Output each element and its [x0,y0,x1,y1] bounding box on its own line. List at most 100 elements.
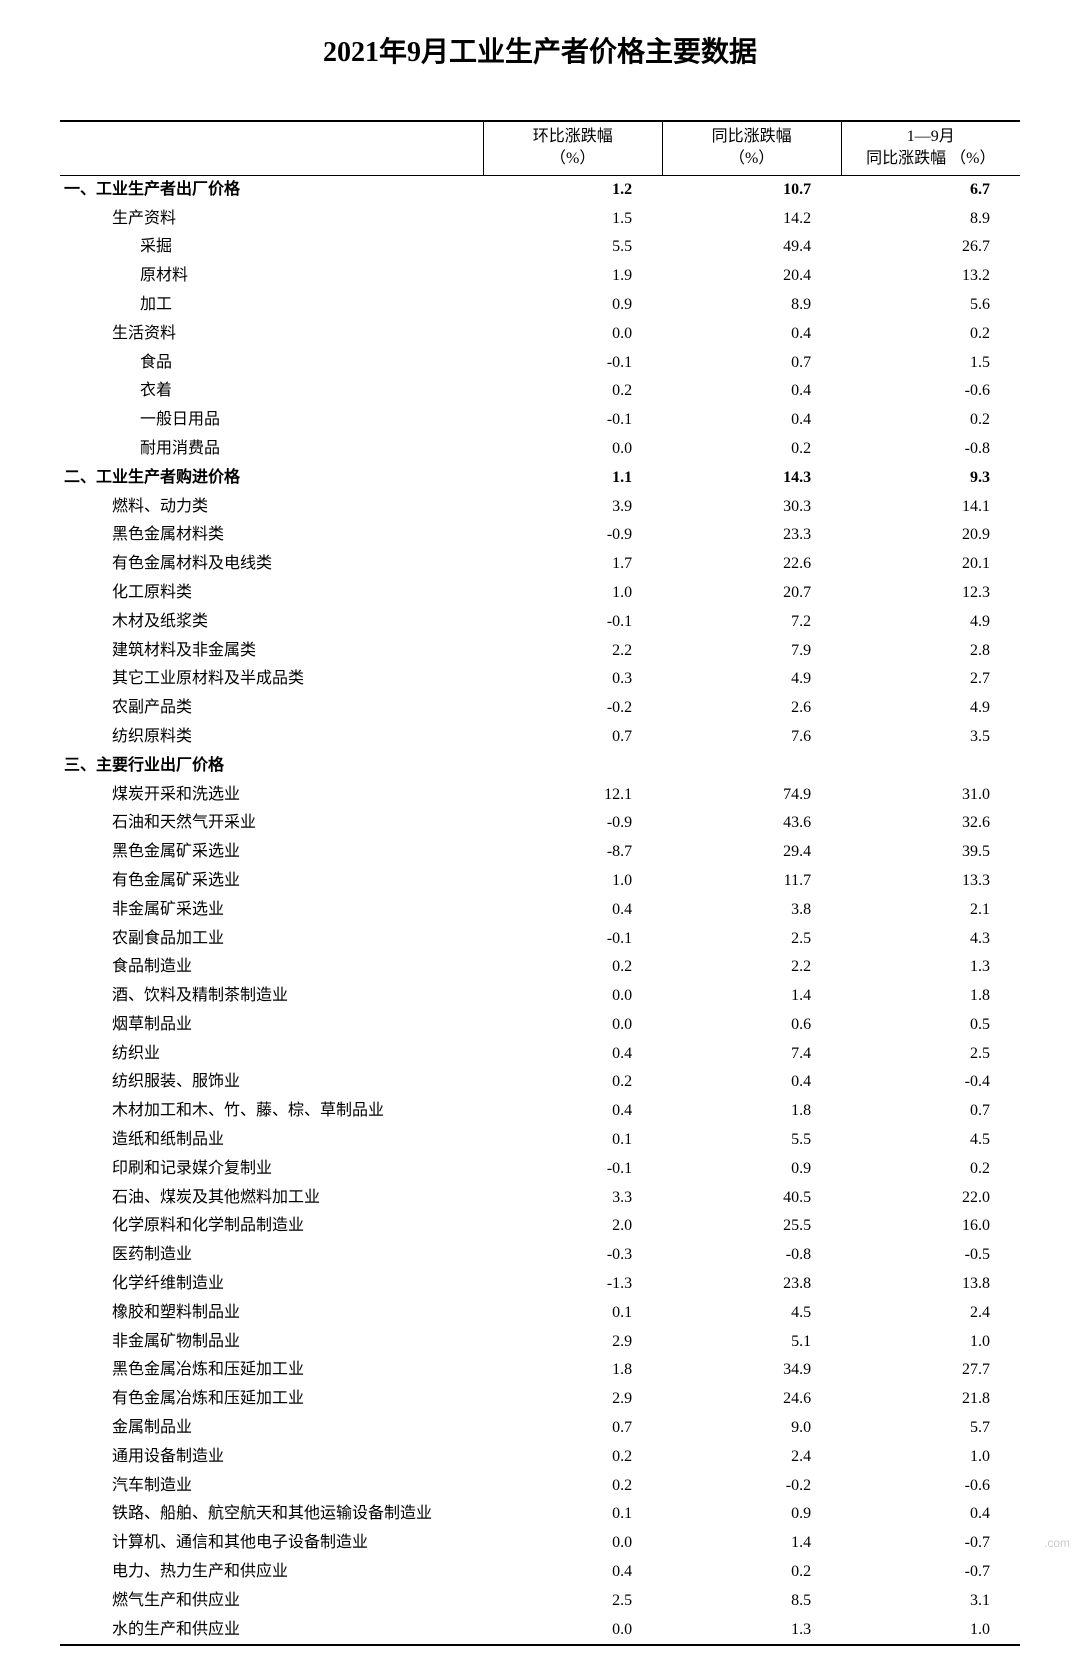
row-value: 1.3 [662,1616,841,1646]
table-row: 燃气生产和供应业2.58.53.1 [60,1587,1020,1616]
table-row: 黑色金属冶炼和压延加工业1.834.927.7 [60,1356,1020,1385]
row-value: 13.8 [841,1270,1020,1299]
row-value: 23.3 [662,521,841,550]
row-label: 煤炭开采和洗选业 [60,781,483,810]
col-header-yoy-l2: （%） [729,150,774,167]
row-value: 14.3 [662,464,841,493]
row-value: 0.2 [483,953,662,982]
table-body: 一、工业生产者出厂价格1.210.76.7生产资料1.514.28.9采掘5.5… [60,175,1020,1645]
row-label: 农副产品类 [60,694,483,723]
row-value [841,752,1020,781]
table-row: 有色金属矿采选业1.011.713.3 [60,867,1020,896]
row-label: 生活资料 [60,320,483,349]
row-value: 21.8 [841,1385,1020,1414]
row-value: 2.4 [841,1299,1020,1328]
table-row: 农副产品类-0.22.64.9 [60,694,1020,723]
row-value: -0.1 [483,406,662,435]
table-row: 生活资料0.00.40.2 [60,320,1020,349]
table-row: 农副食品加工业-0.12.54.3 [60,925,1020,954]
row-value: 27.7 [841,1356,1020,1385]
col-header-ytd-l2: 同比涨跌幅 （%） [866,150,995,167]
row-value: 0.0 [483,1011,662,1040]
row-value: 0.2 [841,1155,1020,1184]
row-label: 电力、热力生产和供应业 [60,1558,483,1587]
table-row: 橡胶和塑料制品业0.14.52.4 [60,1299,1020,1328]
data-table: 环比涨跌幅 （%） 同比涨跌幅 （%） 1—9月 同比涨跌幅 （%） 一、工业生… [60,120,1020,1646]
row-value: 20.7 [662,579,841,608]
row-value: 0.2 [662,1558,841,1587]
row-value: 1.2 [483,175,662,204]
row-value: 4.3 [841,925,1020,954]
row-label: 石油、煤炭及其他燃料加工业 [60,1184,483,1213]
table-row: 纺织服装、服饰业0.20.4-0.4 [60,1068,1020,1097]
table-row: 有色金属冶炼和压延加工业2.924.621.8 [60,1385,1020,1414]
row-label: 化工原料类 [60,579,483,608]
row-value: 2.4 [662,1443,841,1472]
row-label: 食品制造业 [60,953,483,982]
row-value: 40.5 [662,1184,841,1213]
table-row: 石油、煤炭及其他燃料加工业3.340.522.0 [60,1184,1020,1213]
row-label: 黑色金属矿采选业 [60,838,483,867]
row-value: 49.4 [662,233,841,262]
row-value: 0.3 [483,665,662,694]
row-label: 烟草制品业 [60,1011,483,1040]
row-label: 生产资料 [60,205,483,234]
row-value: 2.1 [841,896,1020,925]
row-value: 0.4 [662,377,841,406]
row-value: 20.9 [841,521,1020,550]
col-header-mom-l2: （%） [550,150,595,167]
row-value: 14.1 [841,493,1020,522]
row-label: 水的生产和供应业 [60,1616,483,1646]
row-value: 7.6 [662,723,841,752]
row-value: 3.1 [841,1587,1020,1616]
row-value: -0.9 [483,521,662,550]
col-header-ytd: 1—9月 同比涨跌幅 （%） [841,121,1020,175]
row-value: 4.5 [841,1126,1020,1155]
table-row: 其它工业原材料及半成品类0.34.92.7 [60,665,1020,694]
row-label: 采掘 [60,233,483,262]
table-row: 加工0.98.95.6 [60,291,1020,320]
row-value: 1.7 [483,550,662,579]
table-row: 汽车制造业0.2-0.2-0.6 [60,1472,1020,1501]
row-label: 非金属矿采选业 [60,896,483,925]
table-row: 计算机、通信和其他电子设备制造业0.01.4-0.7 [60,1529,1020,1558]
row-label: 汽车制造业 [60,1472,483,1501]
row-value: -0.9 [483,809,662,838]
table-row: 非金属矿采选业0.43.82.1 [60,896,1020,925]
row-value: 0.2 [483,1472,662,1501]
watermark: .com [1044,1536,1070,1550]
row-label: 原材料 [60,262,483,291]
row-label: 铁路、船舶、航空航天和其他运输设备制造业 [60,1500,483,1529]
row-label: 木材加工和木、竹、藤、棕、草制品业 [60,1097,483,1126]
row-value: 1.4 [662,982,841,1011]
row-value: 8.9 [662,291,841,320]
row-value: 3.9 [483,493,662,522]
row-value: -0.7 [841,1558,1020,1587]
row-value: 0.0 [483,320,662,349]
row-value: 30.3 [662,493,841,522]
row-value: 7.9 [662,637,841,666]
row-label: 衣着 [60,377,483,406]
row-value: -0.8 [841,435,1020,464]
row-value [662,752,841,781]
table-row: 通用设备制造业0.22.41.0 [60,1443,1020,1472]
row-value: 1.3 [841,953,1020,982]
row-label: 一般日用品 [60,406,483,435]
row-value: 32.6 [841,809,1020,838]
row-label: 通用设备制造业 [60,1443,483,1472]
row-value: 4.9 [662,665,841,694]
table-row: 食品-0.10.71.5 [60,349,1020,378]
row-value: 0.5 [841,1011,1020,1040]
row-value: 1.5 [483,205,662,234]
row-value: 9.3 [841,464,1020,493]
row-value: 2.5 [483,1587,662,1616]
row-value: 20.4 [662,262,841,291]
row-value: 1.0 [841,1443,1020,1472]
table-row: 石油和天然气开采业-0.943.632.6 [60,809,1020,838]
row-value: 3.3 [483,1184,662,1213]
row-value: 0.4 [841,1500,1020,1529]
row-value: 1.8 [483,1356,662,1385]
row-value: 0.7 [483,1414,662,1443]
table-row: 建筑材料及非金属类2.27.92.8 [60,637,1020,666]
row-value: 34.9 [662,1356,841,1385]
